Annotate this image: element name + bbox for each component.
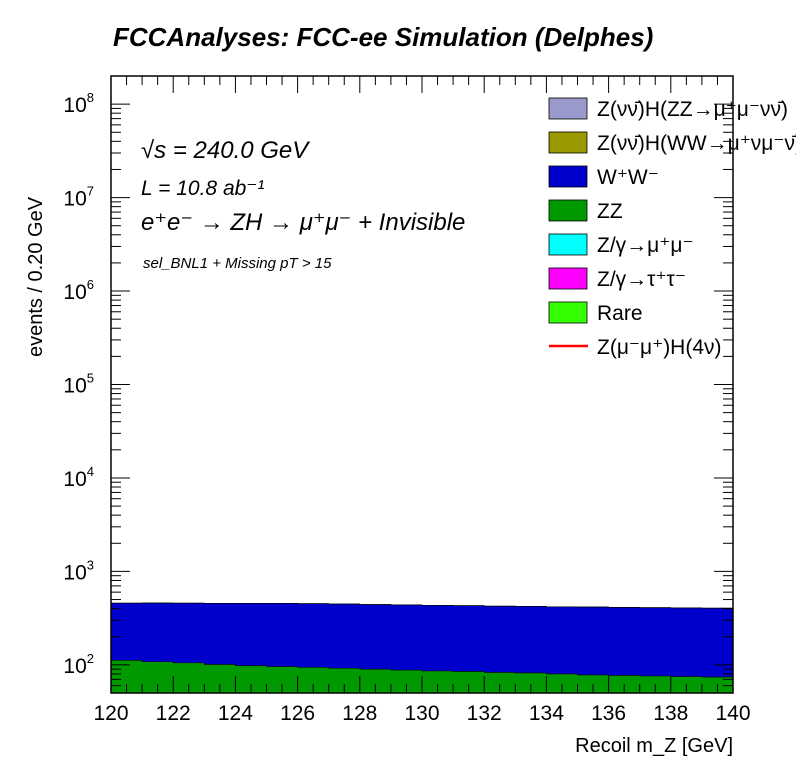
legend-entry-z: Z/γ→τ⁺τ⁻ (548, 267, 686, 291)
annotation-sqrt-s: √s = 240.0 GeV (141, 137, 310, 164)
x-axis: 120 122 124 126 128 130 132 134 136 138 140 (93, 76, 751, 725)
legend-label: W⁺W⁻ (597, 166, 659, 189)
x-tick-label: 126 (280, 702, 315, 725)
x-tick-label: 136 (591, 702, 626, 725)
legend-swatch (548, 301, 588, 324)
legend-label: Z(νν̄)H(WW→μ⁺νμ⁻ν̄) (597, 132, 796, 155)
legend-entry-z-h-ww: Z(νν̄)H(WW→μ⁺νμ⁻ν̄) (548, 131, 796, 155)
x-tick-label: 120 (93, 702, 128, 725)
legend-entry-z-h-4: Z(μ⁻μ⁺)H(4ν) (549, 336, 722, 359)
legend-label: Z/γ→μ⁺μ⁻ (597, 234, 694, 257)
legend-entry-w-w: W⁺W⁻ (548, 165, 659, 189)
annotation-selection: sel_BNL1 + Missing pT > 15 (143, 255, 332, 272)
x-tick-label: 132 (467, 702, 502, 725)
x-tick-label: 122 (156, 702, 191, 725)
x-tick-label: 130 (404, 702, 439, 725)
legend-swatch (548, 131, 588, 154)
y-axis-title: events / 0.20 GeV (25, 196, 47, 357)
legend-entry-rare: Rare (548, 301, 643, 325)
legend-swatch (548, 233, 588, 256)
y-tick-label: 102 (63, 651, 94, 678)
plot-area (111, 602, 733, 693)
legend-entry-z-h-zz: Z(νν̄)H(ZZ→μ⁺μ⁻νν̄) (548, 97, 788, 121)
legend-label: Rare (597, 302, 643, 325)
legend-label: Z(μ⁻μ⁺)H(4ν) (597, 336, 722, 359)
legend-label: ZZ (597, 200, 623, 223)
chart-title: FCCAnalyses: FCC-ee Simulation (Delphes) (113, 22, 653, 52)
y-axis: 102 103 104 105 106 107 108 (63, 75, 733, 694)
y-tick-label: 103 (63, 557, 94, 584)
legend: Z(νν̄)H(ZZ→μ⁺μ⁻νν̄) Z(νν̄)H(WW→μ⁺νμ⁻ν̄) W⁺… (548, 97, 796, 359)
legend-label: Z/γ→τ⁺τ⁻ (597, 268, 686, 291)
legend-entry-zz: ZZ (548, 199, 623, 223)
annotation-process: e⁺e⁻ → ZH → μ⁺μ⁻ + Invisible (141, 209, 465, 236)
legend-swatch (548, 199, 588, 222)
y-tick-label: 106 (63, 277, 94, 304)
legend-swatch (548, 97, 588, 120)
y-tick-label: 108 (63, 90, 94, 117)
legend-label: Z(νν̄)H(ZZ→μ⁺μ⁻νν̄) (597, 98, 788, 121)
x-tick-label: 140 (715, 702, 750, 725)
y-tick-label: 107 (63, 184, 94, 211)
legend-entry-z: Z/γ→μ⁺μ⁻ (548, 233, 694, 257)
y-tick-label: 104 (63, 464, 94, 491)
x-tick-label: 124 (218, 702, 253, 725)
x-axis-title: Recoil m_Z [GeV] (575, 735, 733, 757)
y-tick-label: 105 (63, 371, 94, 398)
x-tick-label: 138 (653, 702, 688, 725)
legend-swatch (548, 267, 588, 290)
annotations: √s = 240.0 GeV L = 10.8 ab⁻¹ e⁺e⁻ → ZH →… (141, 137, 465, 272)
x-tick-label: 134 (529, 702, 564, 725)
x-tick-label: 128 (342, 702, 377, 725)
annotation-luminosity: L = 10.8 ab⁻¹ (141, 177, 264, 200)
legend-swatch (548, 165, 588, 188)
